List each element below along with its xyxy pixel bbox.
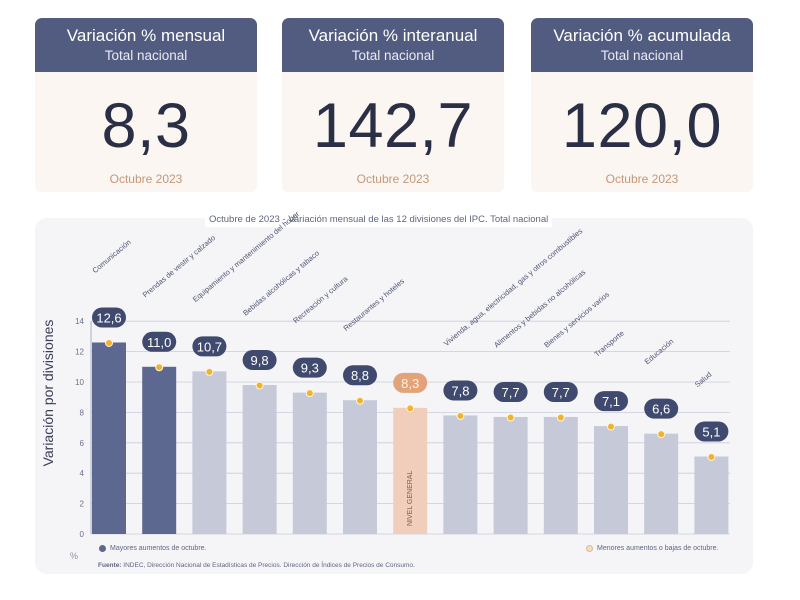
value-dot — [506, 413, 515, 422]
legend-label-mayor: Mayores aumentos de octubre. — [110, 545, 207, 552]
kpi-card-header: Variación % mensual Total nacional — [35, 18, 257, 72]
kpi-card-body: 8,3 Octubre 2023 — [35, 72, 257, 192]
y-tick-label: 0 — [80, 530, 85, 539]
category-label: Comunicación — [91, 238, 133, 275]
bar — [694, 456, 729, 534]
bar — [594, 426, 628, 534]
kpi-card-header: Variación % acumulada Total nacional — [531, 18, 753, 72]
bar — [242, 385, 277, 534]
kpi-card-subtitle: Total nacional — [351, 48, 435, 63]
y-tick-label: 14 — [75, 317, 84, 326]
value-label: 8,3 — [401, 376, 419, 391]
value-dot — [356, 396, 364, 405]
bar — [443, 415, 478, 534]
value-label: 7,7 — [502, 385, 520, 400]
legend-label-menor: Menores aumentos o bajas de octubre. — [597, 545, 719, 552]
bar — [142, 366, 177, 534]
value-dot — [556, 413, 565, 422]
value-label: 5,1 — [702, 424, 720, 439]
source-note: Fuente: INDEC, Dirección Nacional de Est… — [98, 562, 415, 569]
value-label-bubble — [393, 372, 428, 393]
bar — [644, 433, 679, 534]
category-label: Transporte — [593, 329, 626, 359]
category-label: Salud — [693, 370, 713, 389]
source-text: INDEC, Dirección Nacional de Estadística… — [123, 562, 415, 569]
y-tick-label: 10 — [75, 378, 84, 387]
value-label-bubble — [694, 421, 729, 442]
value-dot — [255, 381, 264, 390]
kpi-card-header: Variación % interanual Total nacional — [282, 18, 504, 72]
category-label: Alimentos y bebidas no alcohólicas — [492, 267, 587, 349]
kpi-card-body: 142,7 Octubre 2023 — [282, 72, 504, 192]
value-label: 8,8 — [351, 368, 369, 383]
value-label-bubble — [242, 350, 277, 371]
category-label: Restaurantes y hoteles — [342, 276, 407, 332]
kpi-card-value: 142,7 — [312, 91, 474, 161]
value-label: 12,6 — [96, 310, 121, 325]
kpi-card-mensual: Variación % mensual Total nacional 8,3 O… — [35, 18, 257, 192]
kpi-card-subtitle: Total nacional — [104, 48, 188, 63]
kpi-card-acumulada: Variación % acumulada Total nacional 120… — [531, 18, 753, 192]
chart-title: Octubre de 2023 - Variación mensual de l… — [205, 212, 553, 227]
kpi-card-date: Octubre 2023 — [109, 172, 183, 186]
value-label-bubble — [543, 381, 578, 402]
kpi-card-title: Variación % acumulada — [553, 26, 731, 45]
value-dot — [607, 422, 615, 431]
value-label-bubble — [192, 336, 227, 357]
kpi-card-subtitle: Total nacional — [600, 48, 684, 63]
y-tick-label: 2 — [80, 500, 85, 509]
kpi-card-title: Variación % mensual — [66, 26, 226, 45]
bar — [393, 407, 428, 534]
value-dot — [155, 363, 164, 372]
kpi-card-interanual: Variación % interanual Total nacional 14… — [282, 18, 504, 192]
value-dot — [456, 411, 465, 420]
legend-swatch-mayor — [99, 545, 106, 552]
bar — [192, 371, 227, 534]
category-label: NIVEL GENERAL — [407, 471, 414, 526]
value-label: 9,3 — [301, 361, 319, 376]
bar — [343, 400, 377, 534]
value-dot — [305, 389, 314, 398]
value-label: 10,7 — [197, 339, 222, 354]
value-label-bubble — [644, 398, 679, 419]
y-tick-label: 4 — [80, 469, 85, 478]
y-tick-label: 6 — [80, 439, 85, 448]
kpi-card-title: Variación % interanual — [308, 26, 478, 45]
value-label: 7,1 — [602, 394, 620, 409]
value-dot — [707, 452, 716, 461]
value-label: 6,6 — [652, 402, 670, 417]
category-label: Equipamiento y mantenimiento del hogar — [191, 209, 302, 304]
legend-swatch-menor — [586, 545, 593, 552]
value-label: 9,8 — [251, 353, 269, 368]
value-label-bubble — [493, 381, 528, 402]
kpi-card-value: 8,3 — [101, 91, 191, 161]
bar — [292, 392, 327, 534]
bar — [92, 342, 126, 534]
y-tick-label: 12 — [75, 348, 84, 357]
kpi-card-date: Octubre 2023 — [605, 172, 679, 186]
value-label-bubble — [92, 307, 126, 328]
value-dot — [406, 404, 415, 413]
y-unit-label: % — [70, 551, 79, 561]
kpi-card-date: Octubre 2023 — [356, 172, 430, 186]
value-label: 7,8 — [451, 383, 469, 398]
value-dot — [657, 430, 666, 439]
value-label-bubble — [142, 331, 177, 352]
y-tick-label: 8 — [80, 408, 85, 417]
value-dot — [205, 367, 214, 376]
value-label-bubble — [594, 391, 628, 412]
bar — [493, 416, 528, 534]
value-label: 7,7 — [552, 385, 570, 400]
kpi-card-body: 120,0 Octubre 2023 — [531, 72, 753, 192]
bar — [543, 416, 578, 534]
value-label-bubble — [343, 365, 377, 386]
value-label-bubble — [443, 380, 478, 401]
value-dot — [105, 338, 113, 347]
value-label-bubble — [292, 357, 327, 378]
category-label: Recreación y cultura — [291, 274, 350, 325]
kpi-card-value: 120,0 — [561, 91, 723, 161]
value-label: 11,0 — [147, 335, 171, 350]
source-label: Fuente: — [98, 562, 122, 569]
